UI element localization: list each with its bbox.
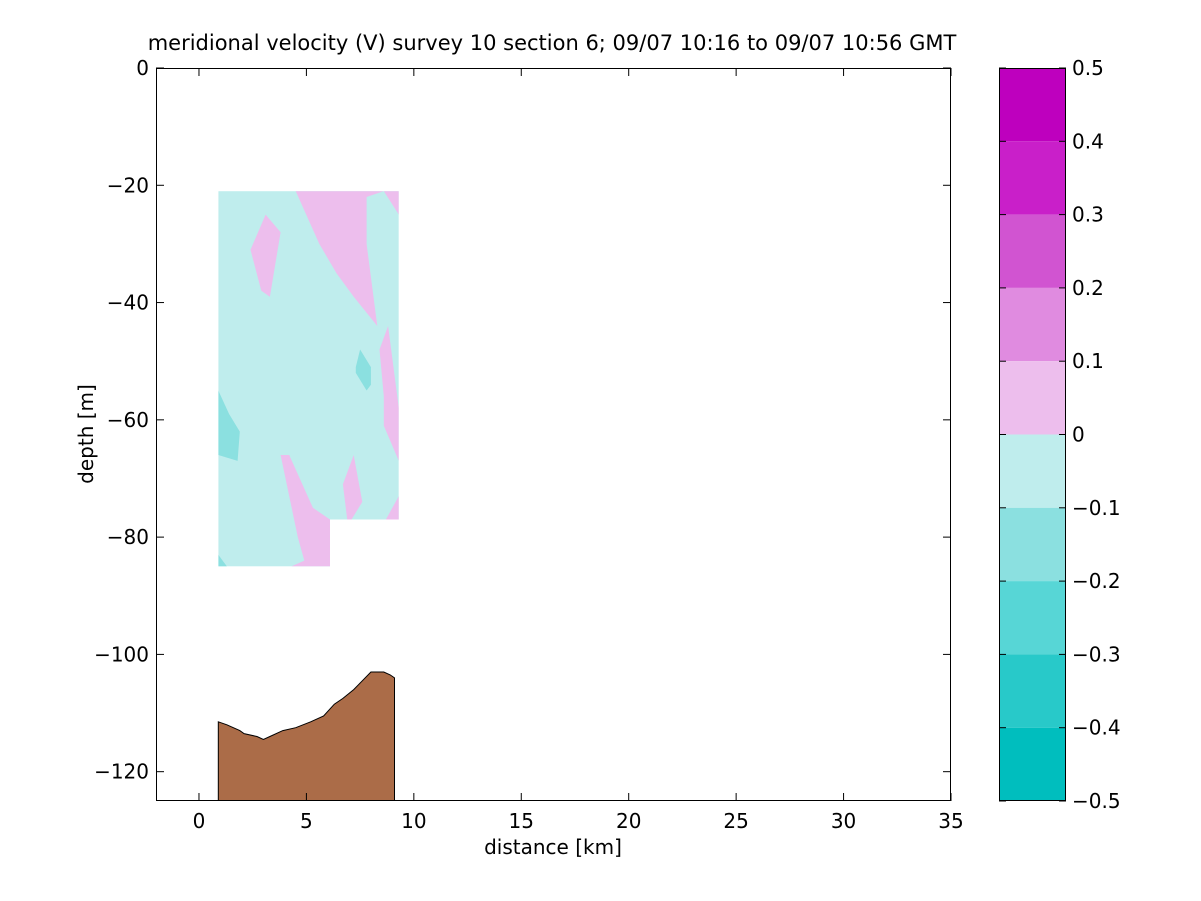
x-tick-label: 30 bbox=[831, 809, 856, 833]
x-tick-label: 10 bbox=[401, 809, 426, 833]
colorbar-tick-label: −0.5 bbox=[1072, 789, 1121, 813]
colorbar: 0.5 0.4 0.3 0.2 0.1 0 −0.1 −0.2 −0.3 −0.4 −0.5 bbox=[999, 56, 1121, 813]
colorbar-tick-label: −0.4 bbox=[1072, 716, 1121, 740]
y-tick-label: 0 bbox=[136, 56, 149, 80]
colorbar-level bbox=[999, 507, 1066, 582]
axes: 0 5 10 15 20 25 30 35 0 −20 −40 −60 −80 −100 −120 bbox=[94, 56, 964, 833]
colorbar-level bbox=[999, 654, 1066, 728]
colorbar-level bbox=[999, 727, 1066, 801]
velocity-contour-patch bbox=[379, 326, 399, 461]
colorbar-tick-label: −0.1 bbox=[1072, 496, 1121, 520]
colorbar-level bbox=[999, 287, 1066, 362]
colorbar-tick-label: 0 bbox=[1072, 423, 1085, 447]
y-tick-label: −60 bbox=[107, 408, 149, 432]
velocity-contour-patch bbox=[218, 390, 240, 461]
velocity-contour-patch bbox=[280, 455, 330, 567]
y-axis-label: depth [m] bbox=[74, 384, 98, 484]
x-tick-label: 5 bbox=[300, 809, 313, 833]
plot-area bbox=[217, 191, 399, 801]
seafloor-bathymetry bbox=[217, 671, 395, 801]
x-tick-label: 25 bbox=[723, 809, 748, 833]
y-tick-label: −20 bbox=[107, 173, 149, 197]
x-axis-label: distance [km] bbox=[484, 835, 622, 859]
colorbar-tick-label: −0.3 bbox=[1072, 642, 1121, 666]
x-tick-label: 35 bbox=[938, 809, 963, 833]
velocity-contour-patch bbox=[385, 496, 399, 520]
colorbar-level bbox=[999, 581, 1066, 655]
velocity-contour-patch bbox=[250, 214, 281, 297]
axes-frame bbox=[156, 68, 951, 801]
colorbar-tick-label: 0.4 bbox=[1072, 129, 1104, 153]
colorbar-level bbox=[999, 68, 1066, 142]
colorbar-tick-label: 0.2 bbox=[1072, 276, 1104, 300]
colorbar-tick-label: −0.2 bbox=[1072, 569, 1121, 593]
colorbar-level bbox=[999, 434, 1066, 508]
chart-title: meridional velocity (V) survey 10 sectio… bbox=[148, 31, 957, 55]
x-tick-label: 0 bbox=[193, 809, 206, 833]
x-tick-label: 15 bbox=[509, 809, 534, 833]
velocity-contour-patch bbox=[355, 349, 371, 391]
y-tick-label: −100 bbox=[94, 642, 149, 666]
colorbar-tick-label: 0.3 bbox=[1072, 203, 1104, 227]
colorbar-tick-label: 0.5 bbox=[1072, 56, 1104, 80]
velocity-contour-patch bbox=[342, 455, 363, 520]
y-tick-label: −120 bbox=[94, 760, 149, 784]
colorbar-level bbox=[999, 361, 1066, 435]
colorbar-tick-label: 0.1 bbox=[1072, 349, 1104, 373]
x-tick-label: 20 bbox=[616, 809, 641, 833]
velocity-field bbox=[218, 191, 399, 567]
y-tick-label: −40 bbox=[107, 291, 149, 315]
y-tick-label: −80 bbox=[107, 525, 149, 549]
colorbar-level bbox=[999, 141, 1066, 215]
velocity-contour-patch bbox=[218, 554, 227, 567]
velocity-contour-patch bbox=[295, 191, 399, 326]
colorbar-level bbox=[999, 214, 1066, 288]
